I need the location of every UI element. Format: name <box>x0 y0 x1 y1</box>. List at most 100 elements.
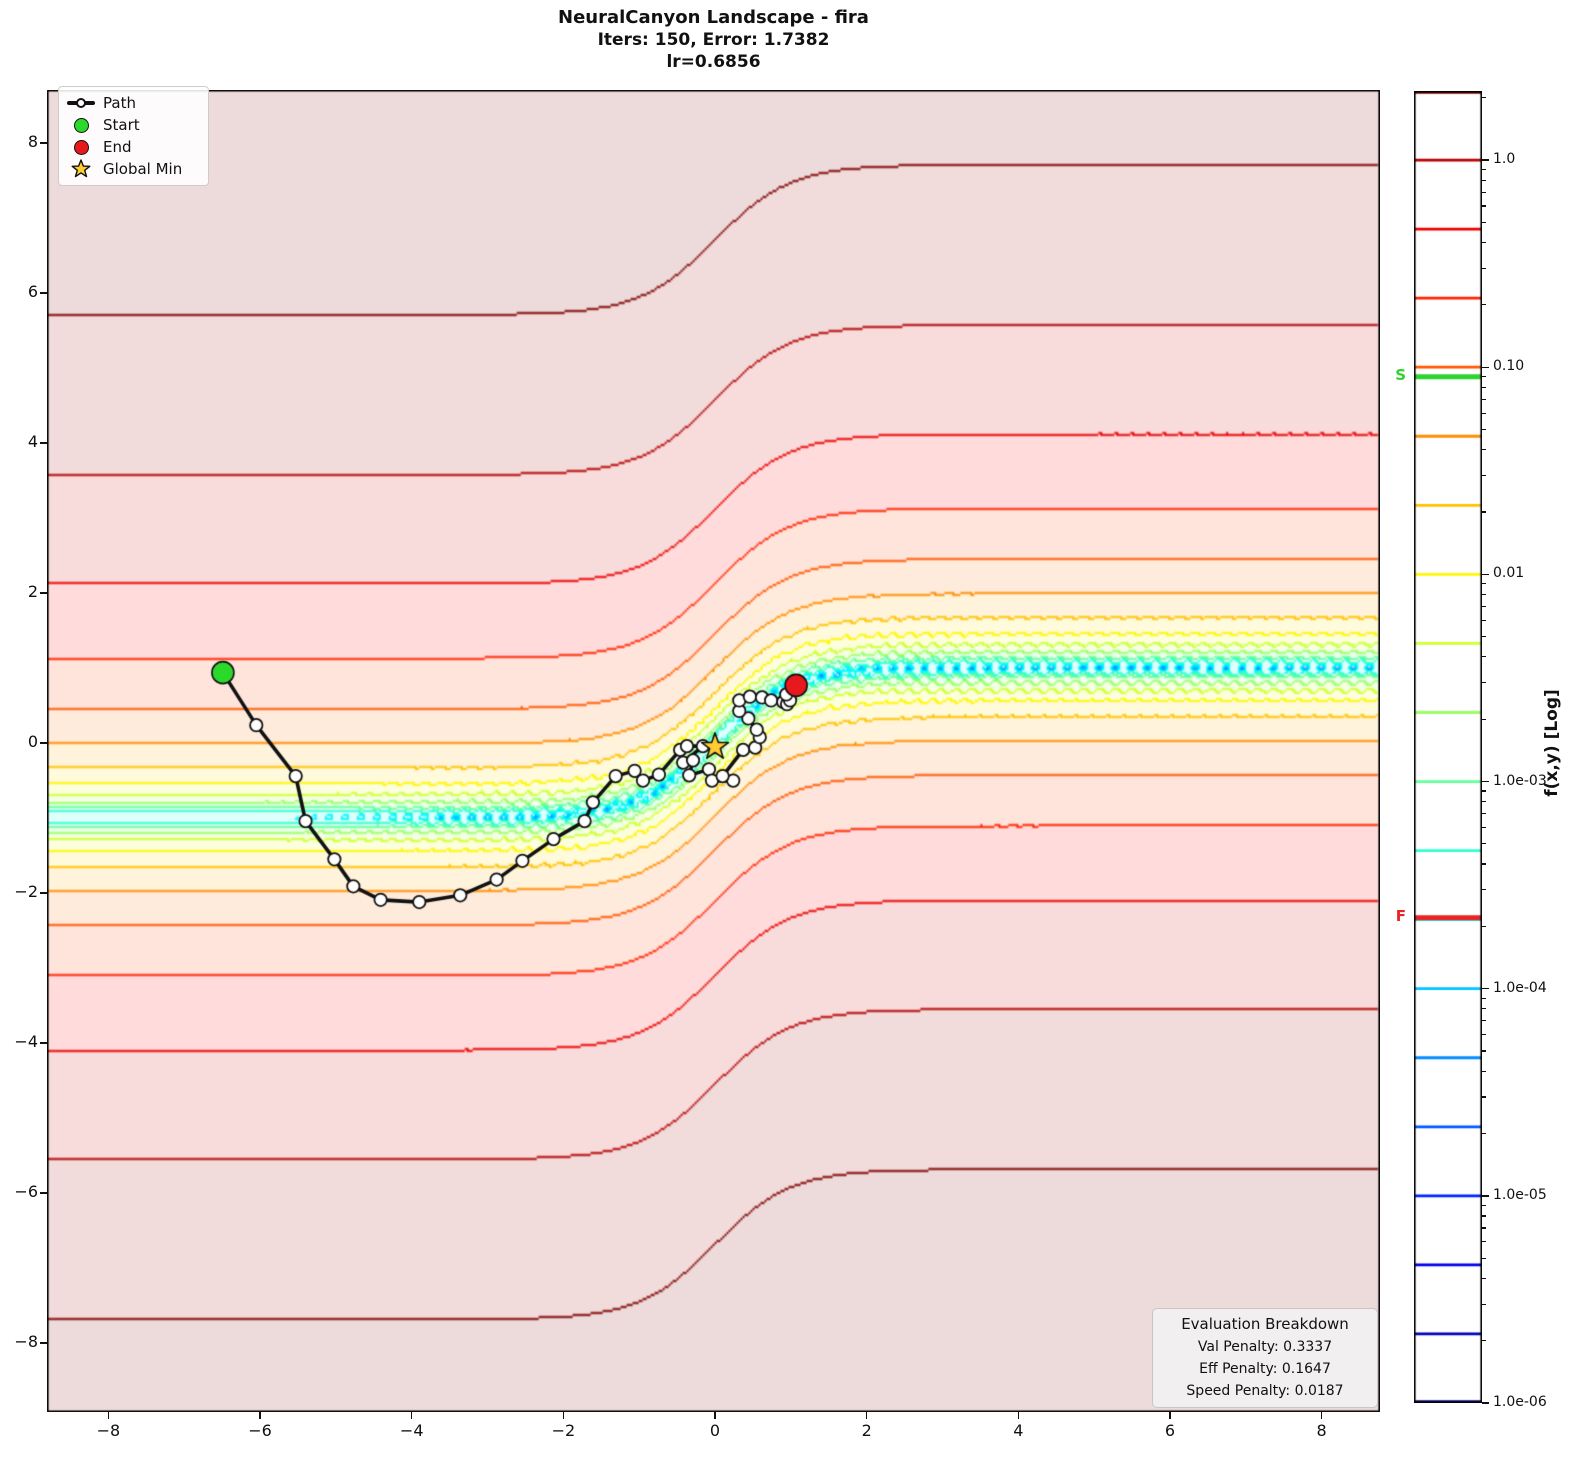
contour-plot-canvas <box>47 90 1380 1412</box>
x-axis-tick <box>865 1412 868 1419</box>
colorbar-minor-tick <box>1482 267 1486 269</box>
y-axis-tick-label: 8 <box>27 132 38 152</box>
colorbar-tick-label: 0.01 <box>1493 565 1525 582</box>
x-axis-tick <box>1320 1412 1323 1419</box>
y-axis-tick <box>40 1342 47 1344</box>
colorbar-tick <box>1482 1402 1489 1404</box>
y-axis-tick <box>40 742 47 744</box>
colorbar-minor-tick <box>1482 790 1486 792</box>
title-line-3: lr=0.6856 <box>666 52 761 72</box>
colorbar-minor-tick <box>1482 474 1486 477</box>
x-axis-tick-label: 2 <box>861 1421 872 1440</box>
colorbar-tick <box>1482 366 1489 368</box>
colorbar-minor-tick <box>1482 718 1486 720</box>
legend-item-start: Start <box>66 114 200 136</box>
colorbar-minor-tick <box>1482 168 1486 171</box>
colorbar-minor-tick <box>1482 428 1486 431</box>
colorbar-minor-tick <box>1482 179 1486 181</box>
evaluation-speed-penalty: Speed Penalty: 0.0187 <box>1186 1383 1344 1399</box>
colorbar-minor-tick <box>1482 593 1486 596</box>
title-line-1: NeuralCanyon Landscape - fira <box>558 7 869 28</box>
x-axis-tick <box>1017 1412 1020 1419</box>
colorbar-minor-tick <box>1482 1070 1486 1072</box>
legend: Path Start End Global Min <box>58 86 209 186</box>
colorbar-minor-tick <box>1482 1050 1486 1052</box>
legend-label-start: Start <box>103 116 140 134</box>
y-axis-tick-label: −2 <box>14 882 38 902</box>
y-axis-tick <box>40 1192 47 1194</box>
evaluation-title: Evaluation Breakdown <box>1181 1315 1349 1333</box>
colorbar-minor-tick <box>1482 605 1486 608</box>
colorbar-minor-tick <box>1482 511 1486 513</box>
colorbar-tick <box>1482 159 1489 161</box>
colorbar-minor-tick <box>1482 241 1486 244</box>
x-axis-tick-label: 8 <box>1316 1421 1327 1440</box>
colorbar-tick <box>1482 780 1489 783</box>
x-axis-tick-label: 0 <box>709 1421 721 1440</box>
x-axis-tick <box>562 1412 565 1419</box>
colorbar-minor-tick <box>1482 398 1486 400</box>
colorbar-tick <box>1482 1195 1489 1197</box>
colorbar-minor-tick <box>1482 682 1486 684</box>
legend-label-path: Path <box>103 94 136 112</box>
start-marker-icon <box>66 117 96 133</box>
colorbar-minor-tick <box>1482 889 1486 891</box>
y-axis-tick-label: 6 <box>27 282 38 302</box>
colorbar-tick-label: 1.0e-04 <box>1493 979 1547 996</box>
colorbar-tick-label: 1.0 <box>1493 151 1516 168</box>
colorbar-canvas <box>1414 91 1482 1403</box>
evaluation-eff-penalty: Eff Penalty: 0.1647 <box>1199 1361 1331 1377</box>
y-axis-tick <box>40 892 47 894</box>
x-axis-tick-label: 6 <box>1164 1421 1176 1440</box>
y-axis-tick-label: 4 <box>27 432 38 452</box>
end-marker-icon <box>66 139 96 155</box>
colorbar-minor-tick <box>1482 863 1486 865</box>
colorbar-minor-tick <box>1482 1204 1486 1206</box>
colorbar-minor-tick <box>1482 813 1486 815</box>
colorbar-minor-tick <box>1482 1227 1486 1229</box>
colorbar-minor-tick <box>1482 304 1486 306</box>
colorbar-minor-tick <box>1482 1215 1486 1217</box>
colorbar-minor-tick <box>1482 800 1486 803</box>
x-axis-tick <box>259 1412 261 1419</box>
evaluation-val-penalty: Val Penalty: 0.3337 <box>1197 1339 1333 1355</box>
colorbar-minor-tick <box>1482 412 1486 414</box>
colorbar-start-marker-label: S <box>1395 365 1406 384</box>
title-line-2: Iters: 150, Error: 1.7382 <box>597 30 830 50</box>
colorbar-minor-tick <box>1482 191 1486 193</box>
colorbar-minor-tick <box>1482 1096 1486 1098</box>
legend-label-end: End <box>103 138 132 156</box>
colorbar-minor-tick <box>1482 1241 1486 1243</box>
colorbar-minor-tick <box>1482 1277 1486 1279</box>
x-axis-tick-label: 4 <box>1013 1421 1024 1440</box>
colorbar-tick-label: 1.0e-05 <box>1493 1186 1547 1203</box>
colorbar-minor-tick <box>1482 449 1486 451</box>
y-axis-tick-label: 0 <box>27 732 38 752</box>
colorbar-minor-tick <box>1482 826 1486 829</box>
y-axis-tick <box>40 142 47 144</box>
colorbar-minor-tick <box>1482 386 1486 388</box>
legend-item-end: End <box>66 136 200 158</box>
colorbar-tick-label: 0.10 <box>1493 358 1525 375</box>
colorbar-minor-tick <box>1482 843 1486 845</box>
x-axis-tick <box>1169 1412 1171 1419</box>
contour-plot-area <box>47 90 1380 1412</box>
colorbar-minor-tick <box>1482 636 1486 638</box>
y-axis-tick-label: −4 <box>14 1032 38 1052</box>
y-axis-tick <box>40 592 47 594</box>
colorbar-tick-label: 1.0e-06 <box>1493 1394 1547 1410</box>
y-axis-tick-label: 2 <box>27 582 38 602</box>
colorbar-tick <box>1482 987 1489 990</box>
colorbar-minor-tick <box>1482 656 1486 658</box>
colorbar-minor-tick <box>1482 583 1486 585</box>
y-axis-tick <box>40 292 47 294</box>
colorbar-minor-tick <box>1482 925 1486 927</box>
colorbar-minor-tick <box>1482 1303 1486 1305</box>
x-axis-tick <box>714 1412 716 1419</box>
colorbar-minor-tick <box>1482 1257 1486 1259</box>
x-axis-tick-label: −8 <box>96 1421 121 1440</box>
colorbar-minor-tick <box>1482 619 1486 621</box>
colorbar-tick-label: 1.0e-03 <box>1493 772 1547 789</box>
x-axis-tick-label: −2 <box>551 1421 576 1440</box>
